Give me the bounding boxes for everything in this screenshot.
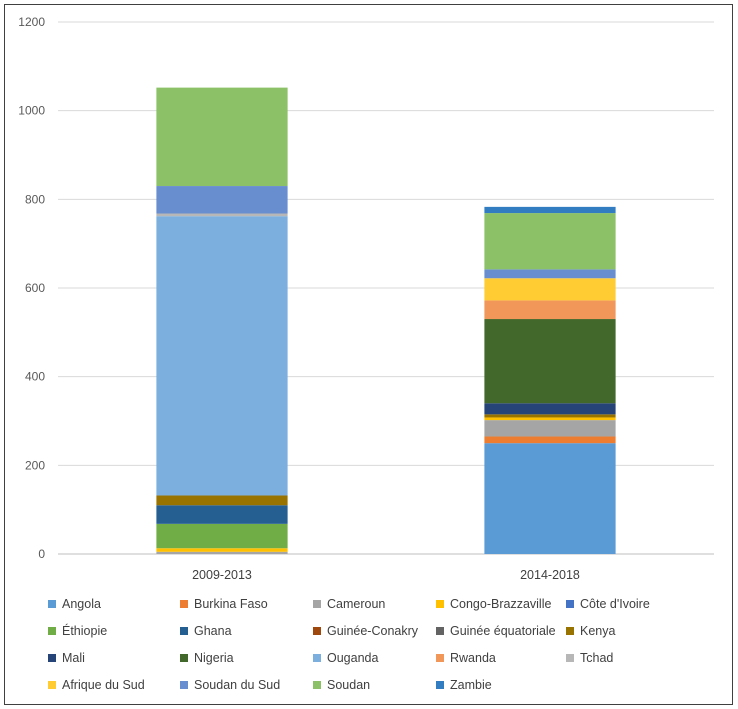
legend-item: Congo-Brazzaville (436, 590, 551, 617)
bar-segment (484, 319, 616, 404)
x-tick-label: 2014-2018 (520, 568, 580, 582)
legend-swatch (48, 680, 56, 689)
bar-segment (484, 206, 616, 214)
legend-item: Ghana (180, 617, 232, 644)
legend-swatch (180, 599, 188, 608)
y-tick-label: 400 (25, 370, 45, 384)
legend-label: Nigeria (194, 650, 234, 665)
legend-label: Éthiopie (62, 623, 108, 638)
legend-item: Guinée-Conakry (313, 617, 418, 644)
x-tick-label: 2009-2013 (192, 568, 252, 582)
legend-item: Éthiopie (48, 617, 107, 644)
legend-item: Kenya (566, 617, 615, 644)
bar-segment (484, 269, 616, 279)
legend-row: Afrique du Sud Soudan du Sud Soudan Zambie (48, 671, 728, 698)
legend-swatch (436, 680, 444, 689)
legend-label: Soudan du Sud (194, 677, 281, 692)
legend-item: Afrique du Sud (48, 671, 145, 698)
legend-item: Côte d'Ivoire (566, 590, 650, 617)
bar-segment (484, 213, 616, 270)
legend-swatch (48, 599, 56, 608)
legend-label: Guinée équatoriale (450, 623, 556, 638)
legend-label: Kenya (580, 623, 616, 638)
legend-item: Rwanda (436, 644, 496, 671)
legend-item: Zambie (436, 671, 492, 698)
legend-swatch (566, 653, 574, 662)
legend-label: Burkina Faso (194, 596, 268, 611)
legend-item: Mali (48, 644, 85, 671)
legend-label: Guinée-Conakry (327, 623, 419, 638)
legend-label: Congo-Brazzaville (450, 596, 552, 611)
bar-segment (156, 505, 288, 524)
legend-swatch (313, 599, 321, 608)
legend-item: Cameroun (313, 590, 385, 617)
legend-label: Angola (62, 596, 101, 611)
bar-segment (156, 216, 288, 496)
legend-label: Zambie (450, 677, 492, 692)
y-axis-tick-labels: 0 200 400 600 800 1000 1200 (18, 15, 45, 561)
legend: Angola Burkina Faso Cameroun Congo-Brazzavi… (48, 590, 728, 698)
legend-swatch (180, 626, 188, 635)
legend-row: Éthiopie Ghana Guinée-Conakry Guinée équato… (48, 617, 728, 644)
bar-segment (156, 551, 288, 554)
legend-label: Ouganda (327, 650, 379, 665)
legend-swatch (436, 653, 444, 662)
x-axis-tick-labels: 2009-2013 2014-2018 (192, 568, 580, 582)
bar-segment (156, 213, 288, 217)
legend-swatch (313, 626, 321, 635)
bar-segment (484, 443, 616, 554)
legend-swatch (436, 599, 444, 608)
y-tick-label: 800 (25, 192, 45, 206)
bar-segment (484, 414, 616, 418)
y-tick-label: 600 (25, 281, 45, 295)
legend-label: Afrique du Sud (62, 677, 145, 692)
legend-label: Ghana (194, 623, 232, 638)
bar-segment (156, 186, 288, 214)
bars (156, 87, 616, 554)
bar-segment (156, 523, 288, 549)
bar-segment (484, 300, 616, 320)
legend-label: Mali (62, 650, 85, 665)
legend-row: Angola Burkina Faso Cameroun Congo-Brazzavi… (48, 590, 728, 617)
legend-swatch (48, 653, 56, 662)
legend-swatch (566, 626, 574, 635)
legend-row: Mali Nigeria Ouganda Rwanda Tchad (48, 644, 728, 671)
legend-label: Soudan (327, 677, 371, 692)
legend-item: Angola (48, 590, 101, 617)
bar-segment (156, 548, 288, 552)
bar-segment (484, 417, 616, 421)
bar-segment (156, 495, 288, 506)
legend-label: Côte d'Ivoire (580, 596, 650, 611)
legend-swatch (180, 680, 188, 689)
bar-segment (484, 436, 616, 444)
y-tick-label: 0 (38, 547, 45, 561)
legend-swatch (436, 626, 444, 635)
legend-label: Cameroun (327, 596, 386, 611)
y-tick-label: 200 (25, 458, 45, 472)
y-tick-label: 1200 (18, 15, 45, 29)
legend-item: Soudan du Sud (180, 671, 280, 698)
legend-swatch (313, 653, 321, 662)
legend-item: Nigeria (180, 644, 234, 671)
legend-item: Tchad (566, 644, 613, 671)
legend-swatch (48, 626, 56, 635)
bar-segment (156, 87, 288, 187)
legend-item: Ouganda (313, 644, 378, 671)
y-tick-label: 1000 (18, 104, 45, 118)
legend-item: Burkina Faso (180, 590, 268, 617)
legend-swatch (566, 599, 574, 608)
bar-segment (484, 420, 616, 437)
bar-segment (484, 278, 616, 301)
legend-label: Rwanda (450, 650, 496, 665)
bar-segment (484, 403, 616, 415)
legend-swatch (313, 680, 321, 689)
legend-label: Tchad (580, 650, 614, 665)
legend-item: Guinée équatoriale (436, 617, 556, 644)
legend-swatch (180, 653, 188, 662)
legend-item: Soudan (313, 671, 370, 698)
